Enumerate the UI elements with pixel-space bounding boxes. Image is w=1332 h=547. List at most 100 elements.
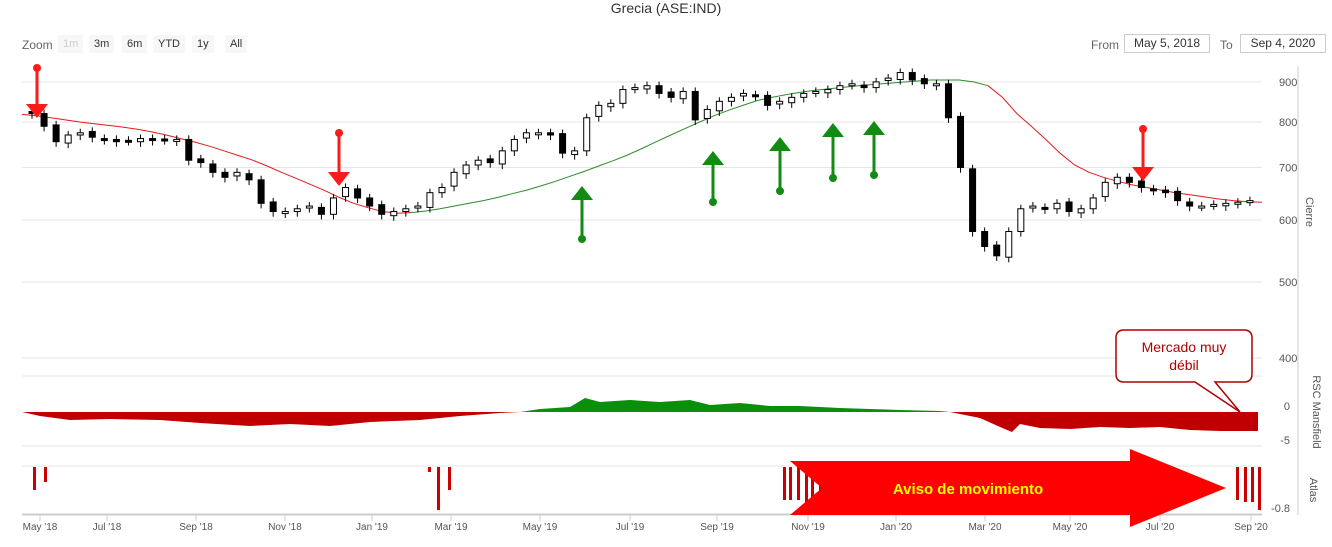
x-tick-label: Jan '20 bbox=[880, 522, 912, 533]
candle-body bbox=[920, 78, 928, 85]
x-tick-label: Sep '18 bbox=[179, 522, 213, 533]
candle-body bbox=[872, 81, 880, 89]
candle-body bbox=[860, 84, 868, 89]
movement-warning-arrow: Aviso de movimiento bbox=[790, 449, 1226, 527]
candle-body bbox=[52, 124, 60, 143]
from-label: From bbox=[1091, 38, 1119, 52]
candle-body bbox=[1162, 189, 1170, 194]
from-date-input[interactable]: May 5, 2018 bbox=[1124, 34, 1210, 53]
candle-body bbox=[595, 104, 603, 117]
atlas-bar bbox=[1244, 467, 1247, 502]
atlas-bar bbox=[33, 467, 36, 490]
candle-body bbox=[245, 173, 253, 181]
axes: 400 500 600 700 800 900 Cierre RSC Mansfield 0 -5… bbox=[22, 66, 1322, 533]
candle-body bbox=[402, 208, 410, 213]
candle-body bbox=[812, 90, 820, 94]
candle-body bbox=[173, 138, 181, 142]
candle-body bbox=[944, 83, 952, 119]
buy-signal-arrowhead bbox=[571, 186, 593, 200]
atlas-bar bbox=[44, 467, 47, 482]
x-tick-label: Sep '19 bbox=[700, 522, 734, 533]
candle-body bbox=[981, 230, 989, 247]
y-tick-label: 500 bbox=[1279, 277, 1297, 289]
candle-body bbox=[197, 158, 205, 164]
callout-line-1: Mercado muy bbox=[1142, 339, 1227, 355]
candle-body bbox=[776, 100, 784, 105]
x-tick-label: May '18 bbox=[23, 522, 58, 533]
candle-body bbox=[727, 96, 735, 102]
candle-body bbox=[993, 244, 1001, 257]
candle-body bbox=[1246, 200, 1254, 204]
chart-title: Grecia (ASE:IND) bbox=[610, 0, 722, 16]
candle-body bbox=[1065, 201, 1073, 213]
zoom-1y-button[interactable]: 1y bbox=[192, 35, 214, 53]
candle-body bbox=[534, 132, 542, 136]
atlas-bar bbox=[1258, 467, 1261, 510]
candle-body bbox=[450, 171, 458, 187]
candle-body bbox=[1005, 230, 1013, 258]
x-tick-label: Mar '19 bbox=[434, 522, 467, 533]
x-tick-label: Nov '19 bbox=[791, 522, 825, 533]
candle-body bbox=[269, 201, 277, 213]
candle-body bbox=[655, 85, 663, 94]
to-label: To bbox=[1220, 38, 1233, 52]
candle-body bbox=[619, 89, 627, 104]
zoom-1m-button[interactable]: 1m bbox=[58, 35, 84, 53]
candle-body bbox=[1017, 208, 1025, 232]
warning-arrow-label: Aviso de movimiento bbox=[893, 481, 1043, 498]
x-tick-label: May '19 bbox=[523, 522, 558, 533]
rsc-negative-area bbox=[22, 412, 520, 426]
candle-body bbox=[1029, 205, 1037, 209]
candle-body bbox=[390, 211, 398, 217]
buy-signal-arrowhead bbox=[863, 121, 885, 135]
candle-body bbox=[559, 133, 567, 154]
x-tick-label: Jan '19 bbox=[356, 522, 388, 533]
candle-body bbox=[1041, 206, 1049, 210]
rsc-axis-label: RSC Mansfield bbox=[1310, 375, 1322, 448]
x-tick-label: Jul '19 bbox=[616, 522, 645, 533]
candle-body bbox=[1077, 208, 1085, 214]
atlas-bar bbox=[805, 467, 808, 502]
candle-body bbox=[185, 138, 193, 161]
candle-body bbox=[209, 163, 217, 173]
candle-body bbox=[329, 197, 337, 215]
candle-body bbox=[161, 138, 169, 142]
candle-body bbox=[691, 90, 699, 121]
candle-body bbox=[1101, 181, 1109, 198]
zoom-label: Zoom bbox=[22, 38, 53, 52]
y-tick-label: 600 bbox=[1279, 215, 1297, 227]
candle-body bbox=[1149, 188, 1157, 192]
candle-body bbox=[305, 205, 313, 209]
ma-line-green bbox=[411, 79, 989, 214]
to-date-input[interactable]: Sep 4, 2020 bbox=[1240, 34, 1326, 53]
atlas-axis-label: Atlas bbox=[1307, 478, 1319, 503]
candle-body bbox=[752, 94, 760, 98]
ma-line-red bbox=[21, 113, 412, 214]
candle-body bbox=[40, 113, 48, 127]
candle-body bbox=[631, 87, 639, 91]
zoom-ytd-button[interactable]: YTD bbox=[153, 35, 185, 53]
zoom-all-button[interactable]: All bbox=[225, 35, 248, 53]
candle-body bbox=[764, 94, 772, 106]
atlas-bar bbox=[789, 467, 792, 500]
x-tick-label: Jul '18 bbox=[93, 522, 122, 533]
candle-body bbox=[293, 208, 301, 213]
candle-body bbox=[607, 102, 615, 108]
candle-body bbox=[1125, 176, 1133, 183]
signal-arrows bbox=[26, 64, 1154, 243]
candle-body bbox=[378, 204, 386, 215]
candle-body bbox=[486, 158, 494, 164]
candle-body bbox=[149, 138, 157, 142]
atlas-bar bbox=[811, 467, 814, 502]
zoom-3m-button[interactable]: 3m bbox=[89, 35, 115, 53]
candle-body bbox=[281, 211, 289, 215]
candle-body bbox=[137, 138, 145, 143]
candle-body bbox=[848, 83, 856, 87]
candle-body bbox=[957, 115, 965, 168]
zoom-6m-button[interactable]: 6m bbox=[122, 35, 148, 53]
candle-body bbox=[1174, 190, 1182, 202]
candle-body bbox=[124, 139, 132, 143]
candle-body bbox=[257, 179, 265, 204]
x-tick-label: Mar '20 bbox=[968, 522, 1001, 533]
